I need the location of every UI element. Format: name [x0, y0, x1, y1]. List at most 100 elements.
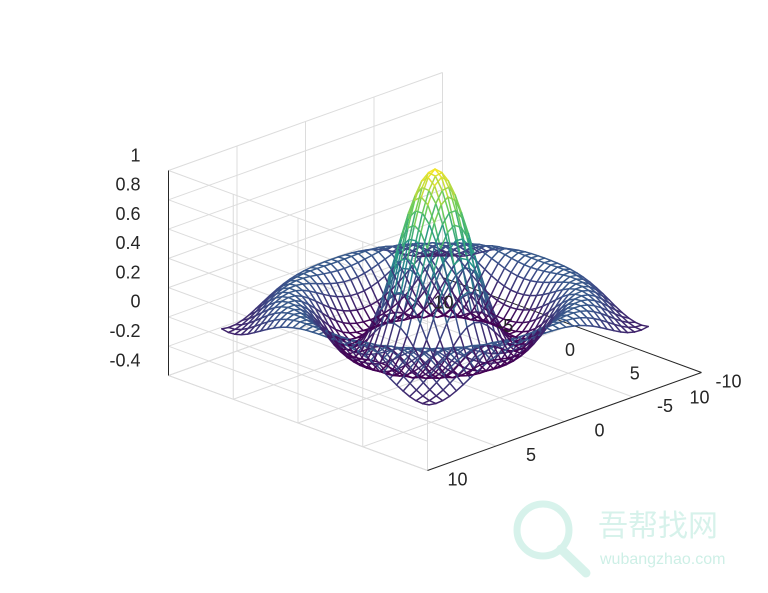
mesh-segment [378, 245, 387, 249]
mesh-segment [375, 322, 385, 327]
mesh-segment [464, 355, 473, 361]
mesh-segment [580, 305, 589, 312]
mesh-segment [441, 186, 450, 192]
mesh-segment [377, 275, 386, 283]
mesh-segment [227, 323, 237, 329]
mesh-segment [322, 282, 331, 297]
mesh-segment [500, 337, 509, 352]
mesh-segment [417, 258, 426, 271]
mesh-segment [516, 292, 525, 296]
mesh-segment [565, 317, 574, 322]
mesh-segment [586, 304, 595, 313]
mesh-segment [503, 285, 512, 291]
mesh-segment [633, 329, 643, 333]
mesh-segment [478, 370, 488, 375]
mesh-segment [424, 373, 434, 379]
mesh-segment [432, 251, 442, 256]
mesh-segment [415, 212, 424, 242]
mesh-segment [441, 395, 451, 402]
mesh-segment [451, 375, 461, 379]
mesh-segment [285, 319, 295, 328]
mesh-segment [246, 325, 256, 335]
mesh-segment [443, 308, 452, 317]
mesh-segment [370, 286, 379, 302]
mesh-segment [490, 294, 499, 302]
mesh-segment [316, 274, 325, 285]
mesh-segment [513, 348, 523, 352]
mesh-segment [335, 308, 344, 324]
mesh-segment [430, 291, 439, 303]
mesh-segment [329, 295, 338, 298]
mesh-segment [483, 288, 492, 297]
mesh-segment [528, 318, 537, 323]
mesh-segment [447, 196, 456, 226]
mesh-segment [348, 322, 357, 334]
mesh-segment [585, 324, 595, 328]
mesh-segment [406, 224, 416, 260]
mesh-segment [335, 319, 344, 324]
mesh-segment [404, 364, 413, 374]
mesh-segment [542, 292, 551, 296]
mesh-segment [423, 314, 432, 319]
mesh-segment [355, 329, 364, 334]
mesh-segment [407, 224, 416, 229]
mesh-segment [504, 249, 513, 256]
mesh-segment [417, 367, 427, 376]
mesh-segment [272, 318, 282, 329]
mesh-segment [404, 266, 413, 276]
mesh-segment [422, 248, 431, 265]
mesh-segment [429, 388, 437, 397]
mesh-segment [515, 321, 524, 333]
z-tick-label: 0 [130, 292, 140, 312]
mesh-segment [292, 316, 302, 322]
mesh-segment [466, 322, 475, 329]
mesh-segment [468, 292, 478, 313]
mesh-segment [437, 269, 446, 282]
mesh-segment [483, 294, 492, 310]
mesh-segment [356, 309, 365, 323]
mesh-segment [442, 374, 451, 384]
mesh-segment [321, 319, 330, 332]
mesh-segment [241, 314, 250, 322]
mesh-segment [343, 267, 352, 281]
mesh-segment [376, 300, 385, 315]
mesh-segment [321, 303, 330, 319]
mesh-segment [273, 311, 282, 322]
mesh-segment [292, 326, 301, 330]
mesh-segment [484, 252, 493, 260]
mesh-segment [360, 358, 369, 361]
mesh-segment [416, 374, 425, 384]
mesh-segment [435, 202, 444, 226]
mesh-segment [586, 316, 595, 320]
magnifier-logo [513, 500, 591, 578]
mesh-segment [395, 384, 404, 392]
watermark-subtext: wubangzhao.com [599, 551, 725, 568]
mesh-surface [221, 168, 649, 406]
mesh-segment [490, 257, 499, 265]
mesh-segment [335, 319, 344, 333]
mesh-segment [523, 266, 532, 280]
mesh-segment [443, 346, 452, 350]
mesh-segment [497, 267, 506, 282]
mesh-segment [529, 268, 539, 282]
mesh-segment [462, 312, 471, 316]
mesh-segment [411, 355, 420, 362]
mesh-segment [572, 312, 581, 319]
mesh-segment [428, 175, 437, 192]
mesh-segment [530, 252, 539, 257]
mesh-segment [446, 277, 455, 310]
mesh-segment [613, 318, 622, 328]
mesh-segment [508, 321, 518, 331]
mesh-segment [315, 282, 324, 296]
mesh-segment [640, 324, 649, 328]
mesh-segment [503, 257, 513, 269]
mesh-segment [520, 342, 530, 350]
mesh-segment [502, 326, 511, 331]
mesh-segment [402, 375, 411, 385]
mesh-segment [343, 264, 352, 270]
mesh-segment [500, 347, 509, 359]
mesh-segment [387, 256, 396, 279]
mesh-segment [479, 321, 489, 327]
z-tick-label: -0.4 [109, 350, 140, 370]
mesh-segment [318, 333, 327, 338]
